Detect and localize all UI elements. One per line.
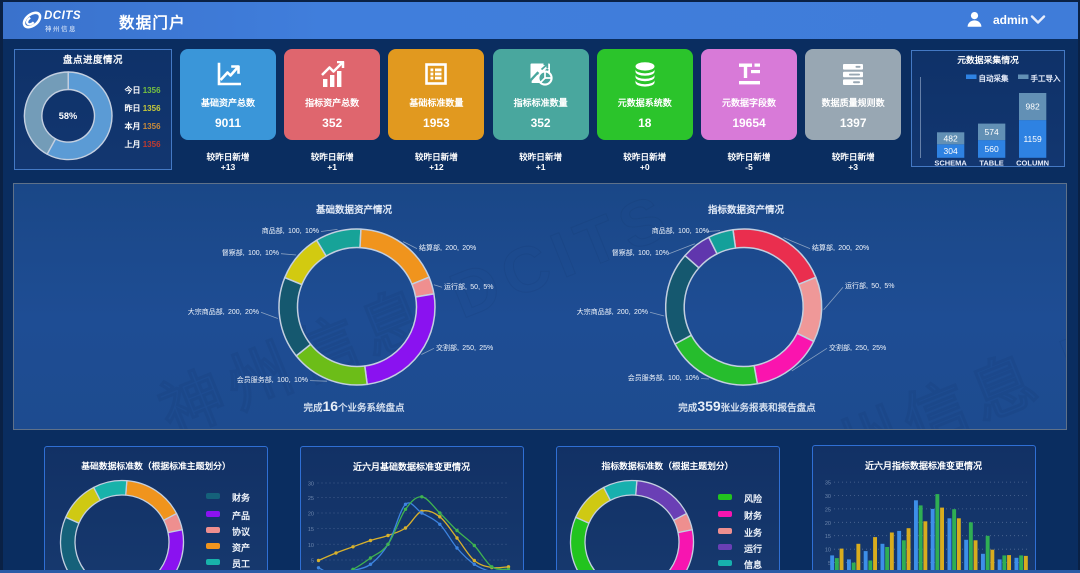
svg-text:15: 15 [307,527,313,533]
svg-text:25: 25 [824,508,830,514]
svg-text:20: 20 [307,511,313,517]
svg-text:15: 15 [824,534,830,540]
svg-text:574: 574 [985,127,999,137]
svg-text:10: 10 [824,548,830,554]
svg-text:TABLE: TABLE [979,159,1003,168]
svg-text:30: 30 [307,481,313,487]
svg-text:35: 35 [824,481,830,487]
svg-text:5: 5 [827,561,830,567]
svg-text:30: 30 [824,494,830,500]
svg-text:COLUMN: COLUMN [1016,159,1049,168]
svg-text:982: 982 [1026,102,1040,112]
svg-text:5: 5 [310,558,313,564]
svg-text:560: 560 [985,144,999,154]
svg-text:304: 304 [944,146,958,156]
svg-text:1159: 1159 [1023,134,1042,144]
svg-text:20: 20 [824,521,830,527]
svg-text:10: 10 [307,542,313,548]
svg-text:25: 25 [307,496,313,502]
svg-text:482: 482 [944,133,958,143]
svg-text:SCHEMA: SCHEMA [934,159,967,168]
